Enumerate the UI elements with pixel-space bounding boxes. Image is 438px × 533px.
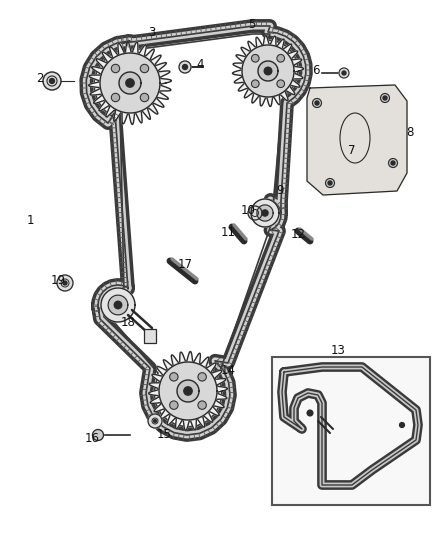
Text: 10: 10 [240, 205, 255, 217]
Circle shape [315, 101, 319, 105]
Circle shape [277, 80, 285, 87]
Circle shape [114, 301, 122, 309]
Circle shape [307, 410, 313, 416]
Circle shape [325, 179, 335, 188]
Circle shape [170, 401, 178, 409]
Polygon shape [297, 400, 323, 426]
Polygon shape [391, 414, 413, 436]
Text: 9: 9 [276, 184, 284, 198]
Circle shape [391, 161, 395, 165]
Polygon shape [159, 362, 217, 420]
Polygon shape [100, 53, 160, 113]
Text: 19: 19 [50, 274, 66, 287]
Polygon shape [396, 418, 408, 431]
Polygon shape [177, 380, 199, 402]
Text: 15: 15 [156, 429, 171, 441]
Circle shape [170, 373, 178, 381]
Circle shape [140, 64, 148, 72]
Polygon shape [251, 199, 279, 227]
Circle shape [342, 71, 346, 75]
Text: 6: 6 [312, 64, 320, 77]
Text: 2: 2 [36, 72, 44, 85]
Circle shape [111, 93, 120, 102]
Circle shape [381, 93, 389, 102]
Text: 18: 18 [120, 317, 135, 329]
Text: 11: 11 [220, 227, 236, 239]
Circle shape [126, 79, 134, 87]
Text: 1: 1 [26, 214, 34, 228]
Circle shape [140, 93, 148, 102]
Circle shape [148, 414, 162, 428]
Circle shape [277, 54, 285, 62]
Polygon shape [258, 61, 278, 81]
Circle shape [183, 64, 187, 69]
Circle shape [248, 206, 262, 220]
Text: 4: 4 [196, 59, 204, 71]
Text: 7: 7 [348, 144, 356, 157]
Polygon shape [257, 205, 273, 221]
Circle shape [57, 275, 73, 291]
Text: 16: 16 [85, 432, 99, 445]
Circle shape [383, 96, 387, 100]
Polygon shape [88, 42, 171, 124]
Circle shape [92, 430, 103, 440]
Polygon shape [108, 295, 128, 315]
Text: 5: 5 [248, 19, 256, 31]
Text: 13: 13 [331, 344, 346, 358]
Circle shape [198, 373, 206, 381]
Circle shape [179, 61, 191, 73]
Polygon shape [101, 288, 135, 322]
Polygon shape [119, 72, 141, 94]
Circle shape [184, 387, 192, 395]
Text: 12: 12 [290, 229, 305, 241]
Polygon shape [242, 45, 294, 97]
Bar [272, 357, 430, 505]
Circle shape [339, 68, 349, 78]
Circle shape [153, 419, 156, 423]
Circle shape [312, 99, 321, 108]
Circle shape [328, 181, 332, 185]
Polygon shape [303, 406, 318, 421]
Circle shape [389, 158, 398, 167]
Circle shape [264, 67, 272, 75]
Circle shape [262, 210, 268, 216]
Text: 8: 8 [406, 126, 413, 140]
Bar [144, 329, 156, 343]
Polygon shape [148, 351, 227, 431]
Circle shape [111, 64, 120, 72]
Polygon shape [307, 85, 407, 195]
Circle shape [63, 281, 67, 285]
Circle shape [49, 78, 54, 84]
Text: 17: 17 [177, 259, 192, 271]
Polygon shape [233, 36, 304, 107]
Text: 3: 3 [148, 27, 155, 39]
Circle shape [251, 54, 259, 62]
Circle shape [399, 423, 404, 427]
Text: 14: 14 [220, 365, 236, 377]
Circle shape [43, 72, 61, 90]
Circle shape [198, 401, 206, 409]
Circle shape [251, 80, 259, 87]
